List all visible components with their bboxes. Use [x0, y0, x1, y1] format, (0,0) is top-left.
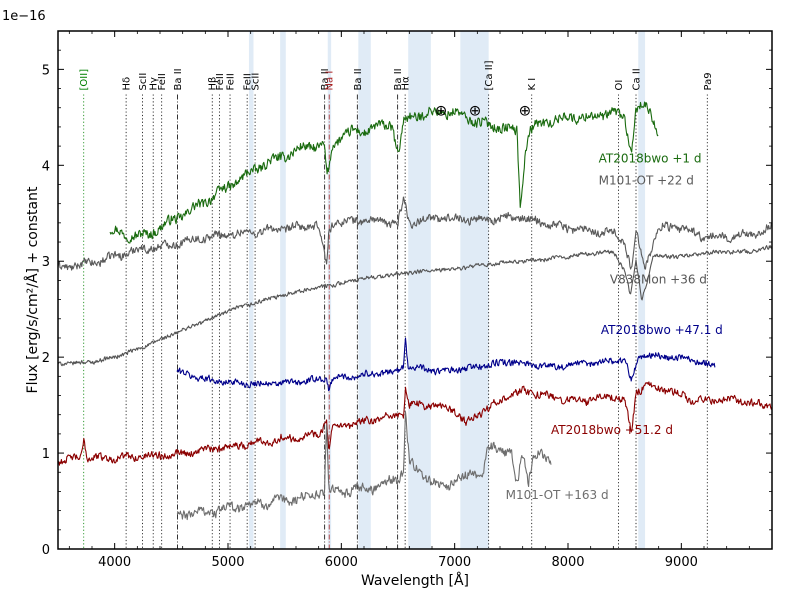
x-axis-title: Wavelength [Å] [361, 572, 469, 589]
series-label: AT2018bwo +47.1 d [601, 323, 723, 337]
shaded-band [408, 31, 431, 549]
series-label: M101-OT +163 d [506, 488, 609, 502]
y-tick-label: 2 [42, 351, 50, 366]
telluric-marker: ⊕ [469, 101, 482, 119]
y-tick-label: 4 [42, 159, 50, 174]
reference-line-label: ScII [138, 73, 149, 91]
series-line [57, 196, 773, 271]
reference-line-label: Hβ [208, 77, 219, 91]
reference-line-label: FeII [157, 73, 168, 90]
x-tick-label: 9000 [665, 555, 698, 570]
shaded-band [327, 31, 332, 549]
reference-line-label: K I [527, 78, 538, 91]
series-label: AT2018bwo +51.2 d [551, 423, 673, 437]
reference-line-label: Hδ [122, 77, 133, 91]
series-label: V838Mon +36 d [610, 272, 707, 286]
reference-line-label: FeII [215, 73, 226, 90]
telluric-marker: ⊕ [435, 101, 448, 119]
y-tick-label: 1 [42, 447, 50, 462]
reference-line-label: FeII [226, 73, 237, 90]
reference-line-label: Ba II [320, 68, 331, 90]
reference-line-label: Ba II [393, 68, 404, 90]
shaded-band [638, 31, 646, 549]
x-tick-label: 5000 [211, 555, 244, 570]
reference-line-label: OI [614, 80, 625, 91]
reference-line-label: Hα [401, 76, 412, 91]
reference-line-label: Pa9 [703, 72, 714, 90]
x-tick-label: 8000 [551, 555, 584, 570]
y-tick-label: 3 [42, 255, 50, 270]
reference-line-label: Ca II [632, 68, 643, 90]
series-label: M101-OT +22 d [599, 173, 694, 187]
reference-line-label: [Ca II] [484, 60, 495, 90]
spectra-series [57, 101, 773, 521]
x-tick-label: 7000 [438, 555, 471, 570]
series-line [176, 337, 716, 392]
y-tick-label: 5 [42, 63, 50, 78]
shaded-band [248, 31, 254, 549]
reference-line-label: Hγ [149, 77, 160, 91]
y-tick-label: 0 [42, 543, 50, 558]
series-labels: AT2018bwo +1 d M101-OT +22 d V838Mon +36 d… [506, 151, 723, 502]
reference-line-label: [OII] [79, 69, 90, 91]
axes [57, 30, 773, 550]
x-tick-label: 6000 [325, 555, 358, 570]
series-line [57, 245, 773, 367]
shaded-band [358, 31, 371, 549]
reference-line-label: Ba II [173, 68, 184, 90]
series-line [109, 101, 659, 244]
reference-line-label: Ba II [353, 68, 364, 90]
plot-frame [57, 30, 773, 550]
series-line [176, 411, 552, 521]
reference-line-label: Na I [325, 71, 336, 91]
series-line [57, 381, 773, 466]
telluric-marker: ⊕ [519, 101, 532, 119]
telluric-markers: ⊕ ⊕ ⊕ [435, 101, 531, 119]
reference-line-label: ScII [251, 73, 262, 91]
shaded-band [280, 31, 286, 549]
reference-line-label: FeII [243, 73, 254, 90]
series-label: AT2018bwo +1 d [599, 151, 702, 165]
axis-ticks: 4000 5000 6000 7000 8000 9000 0 1 2 3 4 5 [42, 31, 773, 570]
y-scale-label: 1e−16 [2, 9, 46, 24]
y-axis-title: Flux [erg/s/cm²/Å] + constant [24, 186, 41, 393]
shaded-band [460, 31, 489, 549]
x-tick-label: 4000 [98, 555, 131, 570]
